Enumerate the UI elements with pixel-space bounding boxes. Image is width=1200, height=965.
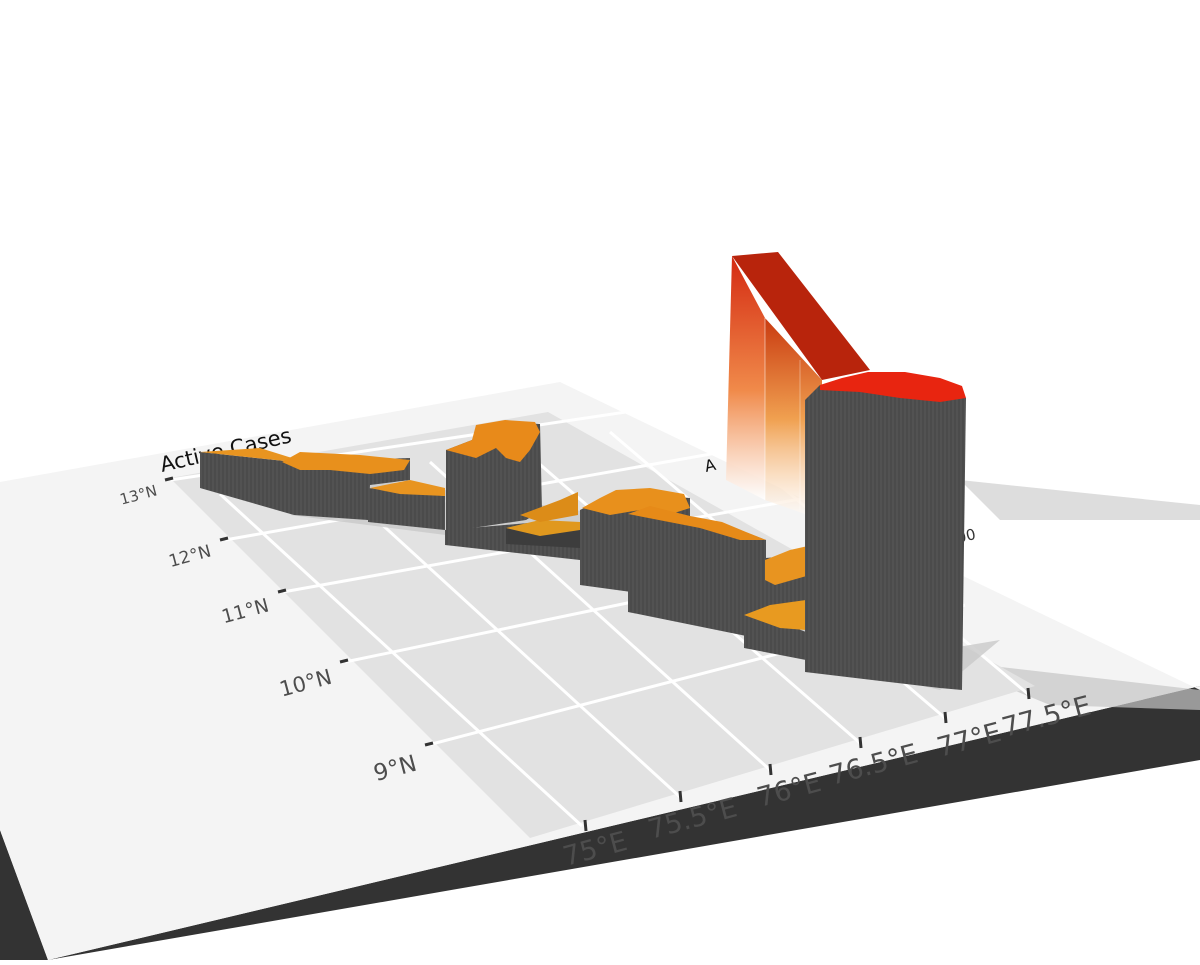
district-tall-1 bbox=[446, 420, 542, 532]
district-north-1 bbox=[282, 452, 410, 520]
legend-colorbar bbox=[726, 252, 870, 520]
district-highest bbox=[805, 372, 966, 690]
district-far-west bbox=[200, 448, 294, 515]
district-mid-2 bbox=[628, 506, 766, 640]
district-coast-1 bbox=[368, 480, 445, 530]
legend-axis-label: A bbox=[703, 455, 718, 476]
axis-ticks bbox=[164, 476, 1031, 832]
district-low-1 bbox=[506, 492, 580, 548]
district-south-1 bbox=[740, 546, 810, 660]
